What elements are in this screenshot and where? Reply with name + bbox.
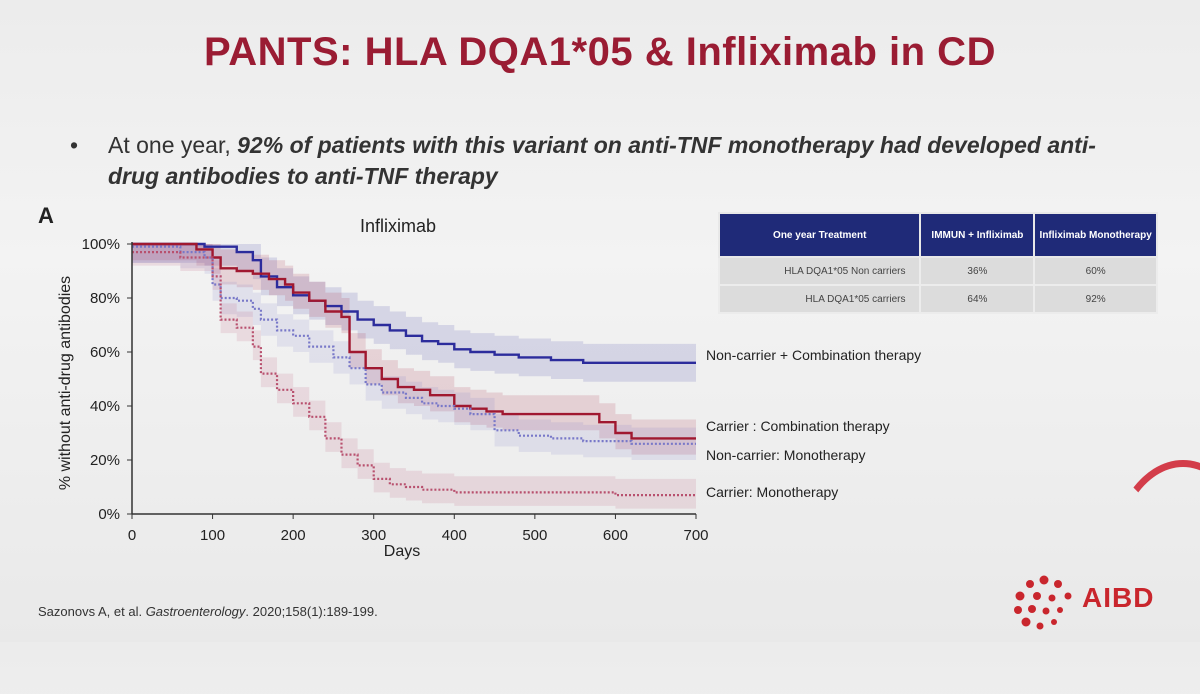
panel-letter: A [38, 203, 54, 228]
table-cell: 36% [919, 256, 1036, 286]
y-axis-label: % without anti-drug antibodies [57, 276, 74, 490]
x-tick-label: 400 [442, 527, 467, 544]
citation-authors: Sazonovs A, et al. [38, 604, 146, 619]
series-label-0: Non-carrier + Combination therapy [706, 347, 921, 363]
x-tick-label: 200 [281, 527, 306, 544]
table-cell: HLA DQA1*05 Non carriers [717, 256, 922, 286]
bullet-point: • At one year, 92% of patients with this… [70, 130, 1130, 192]
citation-rest: . 2020;158(1):189-199. [245, 604, 378, 619]
table-header-cell: IMMUN + Infliximab [919, 212, 1036, 258]
chart-title: Infliximab [360, 216, 437, 236]
x-tick-label: 300 [361, 527, 386, 544]
table-cell: 92% [1033, 284, 1158, 314]
series-label-2: Non-carrier: Monotherapy [706, 447, 866, 463]
series-labels: Non-carrier + Combination therapy Carrier… [706, 347, 921, 500]
confidence-band-1 [132, 244, 696, 455]
table-cell: 60% [1033, 256, 1158, 286]
x-tick-label: 100 [200, 527, 225, 544]
slide-title: PANTS: HLA DQA1*05 & Infliximab in CD [204, 30, 996, 74]
bullet-prefix: At one year, [108, 132, 238, 158]
x-axis-label: Days [384, 543, 420, 560]
chart-axes: 0 100 200 300 400 500 600 700 0% 20% 40% 60% 80% 100%… [57, 236, 709, 560]
bullet-emphasis: 92% of patients with this variant on ant… [108, 132, 1096, 189]
aibd-logo-icon [1014, 575, 1072, 630]
y-tick-label: 0% [98, 506, 120, 523]
citation: Sazonovs A, et al. Gastroenterology. 202… [38, 604, 378, 619]
table-cell: HLA DQA1*05 carriers [717, 284, 922, 314]
y-tick-label: 60% [90, 344, 120, 361]
x-tick-label: 700 [683, 527, 708, 544]
series-line-1 [132, 242, 696, 440]
x-tick-label: 0 [128, 527, 136, 544]
results-table: One year Treatment IMMUN + Infliximab In… [717, 212, 1158, 314]
table-header-cell: One year Treatment [717, 212, 922, 258]
series-lines [132, 242, 696, 497]
table-row: HLA DQA1*05 carriers 64% 92% [717, 284, 1158, 314]
bullet-dot-icon: • [70, 132, 79, 158]
series-line-0 [132, 242, 696, 364]
series-label-1: Carrier : Combination therapy [706, 418, 890, 434]
table-cell: 64% [919, 284, 1036, 314]
series-line-3 [132, 251, 696, 497]
table-row: HLA DQA1*05 Non carriers 36% 60% [717, 256, 1158, 286]
confidence-bands [132, 244, 696, 509]
y-tick-label: 100% [82, 236, 120, 253]
aibd-logo-text: AIBD [1082, 582, 1155, 613]
y-tick-label: 20% [90, 452, 120, 469]
x-tick-label: 500 [522, 527, 547, 544]
x-tick-label: 600 [603, 527, 628, 544]
table-header-row: One year Treatment IMMUN + Infliximab In… [717, 212, 1158, 258]
citation-journal: Gastroenterology [145, 604, 246, 619]
table-header-cell: Infliximab Monotherapy [1033, 212, 1158, 258]
y-tick-label: 80% [90, 290, 120, 307]
bullet-text: At one year, 92% of patients with this v… [108, 130, 1130, 192]
series-label-3: Carrier: Monotherapy [706, 484, 838, 500]
survival-chart: 0 100 200 300 400 500 600 700 0% 20% 40% 60% 80% 100%… [57, 236, 921, 560]
confidence-band-3 [132, 244, 696, 509]
y-tick-label: 40% [90, 398, 120, 415]
